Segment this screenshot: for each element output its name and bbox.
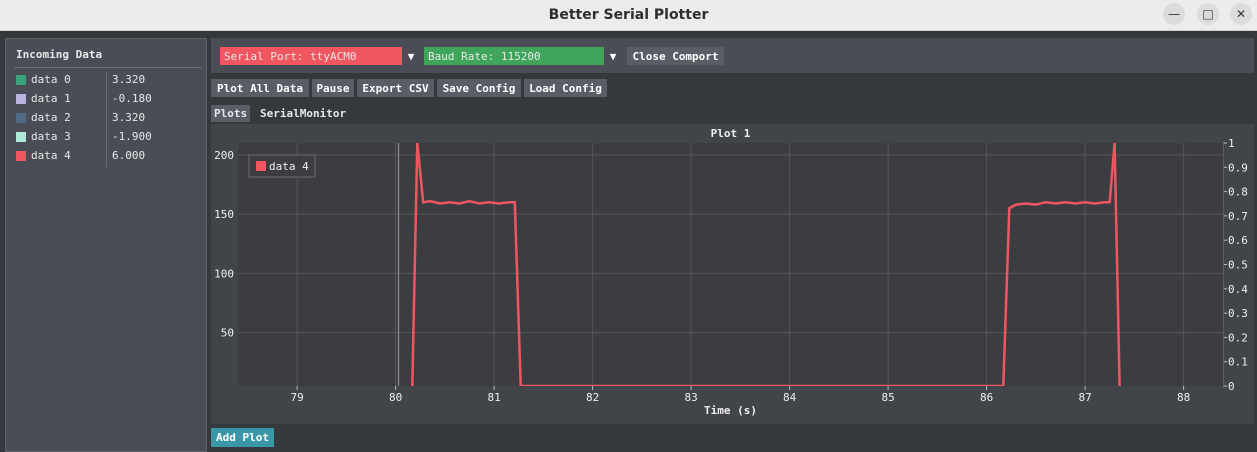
minimize-icon[interactable]: — — [1163, 3, 1185, 25]
data-row[interactable]: data 0 3.320 — [16, 72, 201, 91]
window-title: Better Serial Plotter — [548, 7, 709, 23]
add-plot-button[interactable]: Add Plot — [211, 428, 274, 447]
x-tick-label: 87 — [1078, 391, 1091, 404]
y-tick-label: 200 — [214, 149, 234, 162]
color-swatch[interactable] — [16, 132, 26, 142]
y2-tick-label: 0.5 — [1228, 259, 1248, 272]
pause-button[interactable]: Pause — [312, 79, 354, 97]
y2-tick-label: 0.9 — [1228, 161, 1248, 174]
x-tick-label: 83 — [684, 391, 697, 404]
tab-serial-monitor[interactable]: SerialMonitor — [260, 107, 347, 120]
maximize-icon[interactable]: □ — [1197, 3, 1219, 25]
y-tick-label: 150 — [214, 208, 234, 221]
baud-rate-select[interactable]: Baud Rate: 115200 — [424, 47, 604, 65]
incoming-data-title: Incoming Data — [16, 48, 103, 61]
data-value: 6.000 — [112, 149, 146, 162]
legend-label: data 4 — [269, 160, 309, 173]
y2-tick-label: 0 — [1228, 380, 1235, 393]
y2-tick-label: 0.2 — [1228, 331, 1248, 344]
data-value: 3.320 — [112, 111, 146, 124]
x-axis-label: Time (s) — [704, 404, 757, 417]
data-value: 3.320 — [112, 73, 146, 86]
plot-chart[interactable]: 79 80 81 82 83 84 85 86 87 88 50 100 150 200 0 0.1 0.2 0.… — [211, 124, 1254, 424]
series-line-data-4 — [411, 143, 1121, 386]
y2-tick-label: 0.4 — [1228, 283, 1248, 296]
tab-plots[interactable]: Plots — [211, 105, 251, 122]
data-row[interactable]: data 1 -0.180 — [16, 91, 201, 110]
column-divider — [106, 129, 107, 148]
x-tick-label: 86 — [980, 391, 993, 404]
y2-tick-label: 0.6 — [1228, 234, 1248, 247]
data-value: -0.180 — [112, 92, 152, 105]
y2-tick-label: 0.3 — [1228, 307, 1248, 320]
color-swatch[interactable] — [16, 151, 26, 161]
column-divider — [106, 91, 107, 110]
color-swatch[interactable] — [16, 75, 26, 85]
x-tick-label: 82 — [586, 391, 599, 404]
close-icon[interactable]: ✕ — [1230, 3, 1252, 25]
serial-port-select[interactable]: Serial Port: ttyACM0 — [220, 47, 402, 65]
load-config-button[interactable]: Load Config — [524, 79, 607, 97]
y2-tick-label: 0.1 — [1228, 356, 1248, 369]
data-name-label: data 2 — [31, 111, 71, 124]
y2-tick-label: 0.8 — [1228, 186, 1248, 199]
data-row[interactable]: data 4 6.000 — [16, 148, 201, 167]
incoming-data-panel: Incoming Data data 0 3.320 data 1 -0.180 dat… — [5, 38, 207, 452]
plot-all-data-button[interactable]: Plot All Data — [211, 79, 309, 97]
y2-tick-label: 1 — [1228, 137, 1235, 150]
data-name-label: data 4 — [31, 149, 71, 162]
data-row[interactable]: data 3 -1.900 — [16, 129, 201, 148]
color-swatch[interactable] — [16, 94, 26, 104]
y-tick-label: 100 — [214, 267, 234, 280]
legend-box — [248, 154, 316, 178]
x-tick-label: 88 — [1177, 391, 1190, 404]
x-tick-label: 81 — [487, 391, 500, 404]
column-divider — [106, 72, 107, 91]
plot-area — [238, 143, 1223, 386]
column-divider — [106, 110, 107, 129]
chevron-down-icon[interactable]: ▼ — [604, 47, 622, 65]
chart-title: Plot 1 — [711, 127, 751, 140]
export-csv-button[interactable]: Export CSV — [357, 79, 434, 97]
data-name-label: data 0 — [31, 73, 71, 86]
save-config-button[interactable]: Save Config — [437, 79, 521, 97]
color-swatch[interactable] — [16, 113, 26, 123]
data-value: -1.900 — [112, 130, 152, 143]
data-name-label: data 3 — [31, 130, 71, 143]
divider — [14, 67, 202, 68]
title-bar: Better Serial Plotter — □ ✕ — [0, 0, 1257, 31]
chevron-down-icon[interactable]: ▼ — [402, 47, 420, 65]
x-tick-label: 80 — [389, 391, 402, 404]
plot-panel: 79 80 81 82 83 84 85 86 87 88 50 100 150 200 0 0.1 0.2 0.… — [211, 124, 1254, 424]
y2-tick-label: 0.7 — [1228, 210, 1248, 223]
right-axis-line — [1223, 143, 1224, 386]
x-tick-label: 79 — [290, 391, 303, 404]
x-tick-label: 84 — [783, 391, 797, 404]
x-tick-label: 85 — [881, 391, 894, 404]
toolbar-connection: Serial Port: ttyACM0 ▼ Baud Rate: 115200… — [211, 38, 1254, 73]
data-name-label: data 1 — [31, 92, 71, 105]
data-row[interactable]: data 2 3.320 — [16, 110, 201, 129]
app-body: Incoming Data data 0 3.320 data 1 -0.180 dat… — [0, 31, 1257, 452]
y-tick-label: 50 — [221, 327, 234, 340]
legend-swatch — [256, 161, 266, 171]
close-comport-button[interactable]: Close Comport — [627, 47, 724, 65]
column-divider — [106, 148, 107, 167]
